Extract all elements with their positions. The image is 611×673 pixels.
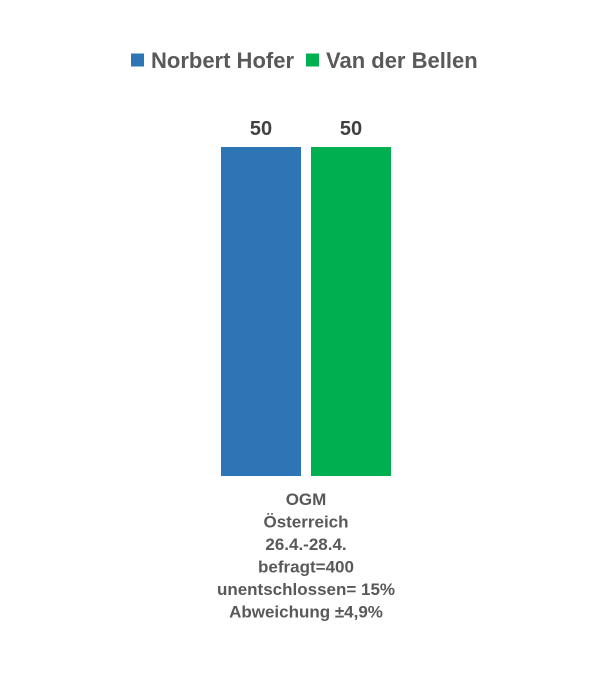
category-label-line: Abweichung ±4,9% — [229, 603, 383, 622]
category-label-line: 26.4.-28.4. — [265, 535, 346, 554]
data-label-norbert-hofer: 50 — [250, 118, 272, 140]
bar-van-der-bellen — [311, 147, 391, 476]
category-label-line: unentschlossen= 15% — [217, 580, 395, 599]
category-label-line: befragt=400 — [258, 558, 354, 577]
chart-legend: Norbert Hofer Van der Bellen — [131, 48, 478, 73]
category-label-line: OGM — [286, 490, 327, 509]
legend-label-norbert-hofer: Norbert Hofer — [151, 48, 294, 73]
bar-group — [221, 147, 391, 476]
legend-swatch-van-der-bellen — [306, 53, 320, 67]
legend-swatch-norbert-hofer — [131, 53, 144, 67]
category-label-line: Österreich — [263, 513, 348, 532]
bar-norbert-hofer — [221, 147, 301, 476]
legend-label-van-der-bellen: Van der Bellen — [326, 48, 478, 73]
data-label-van-der-bellen: 50 — [340, 118, 362, 140]
category-label: OGM Österreich 26.4.-28.4. befragt=400 unent… — [217, 490, 395, 622]
data-labels: 50 50 — [250, 118, 362, 140]
